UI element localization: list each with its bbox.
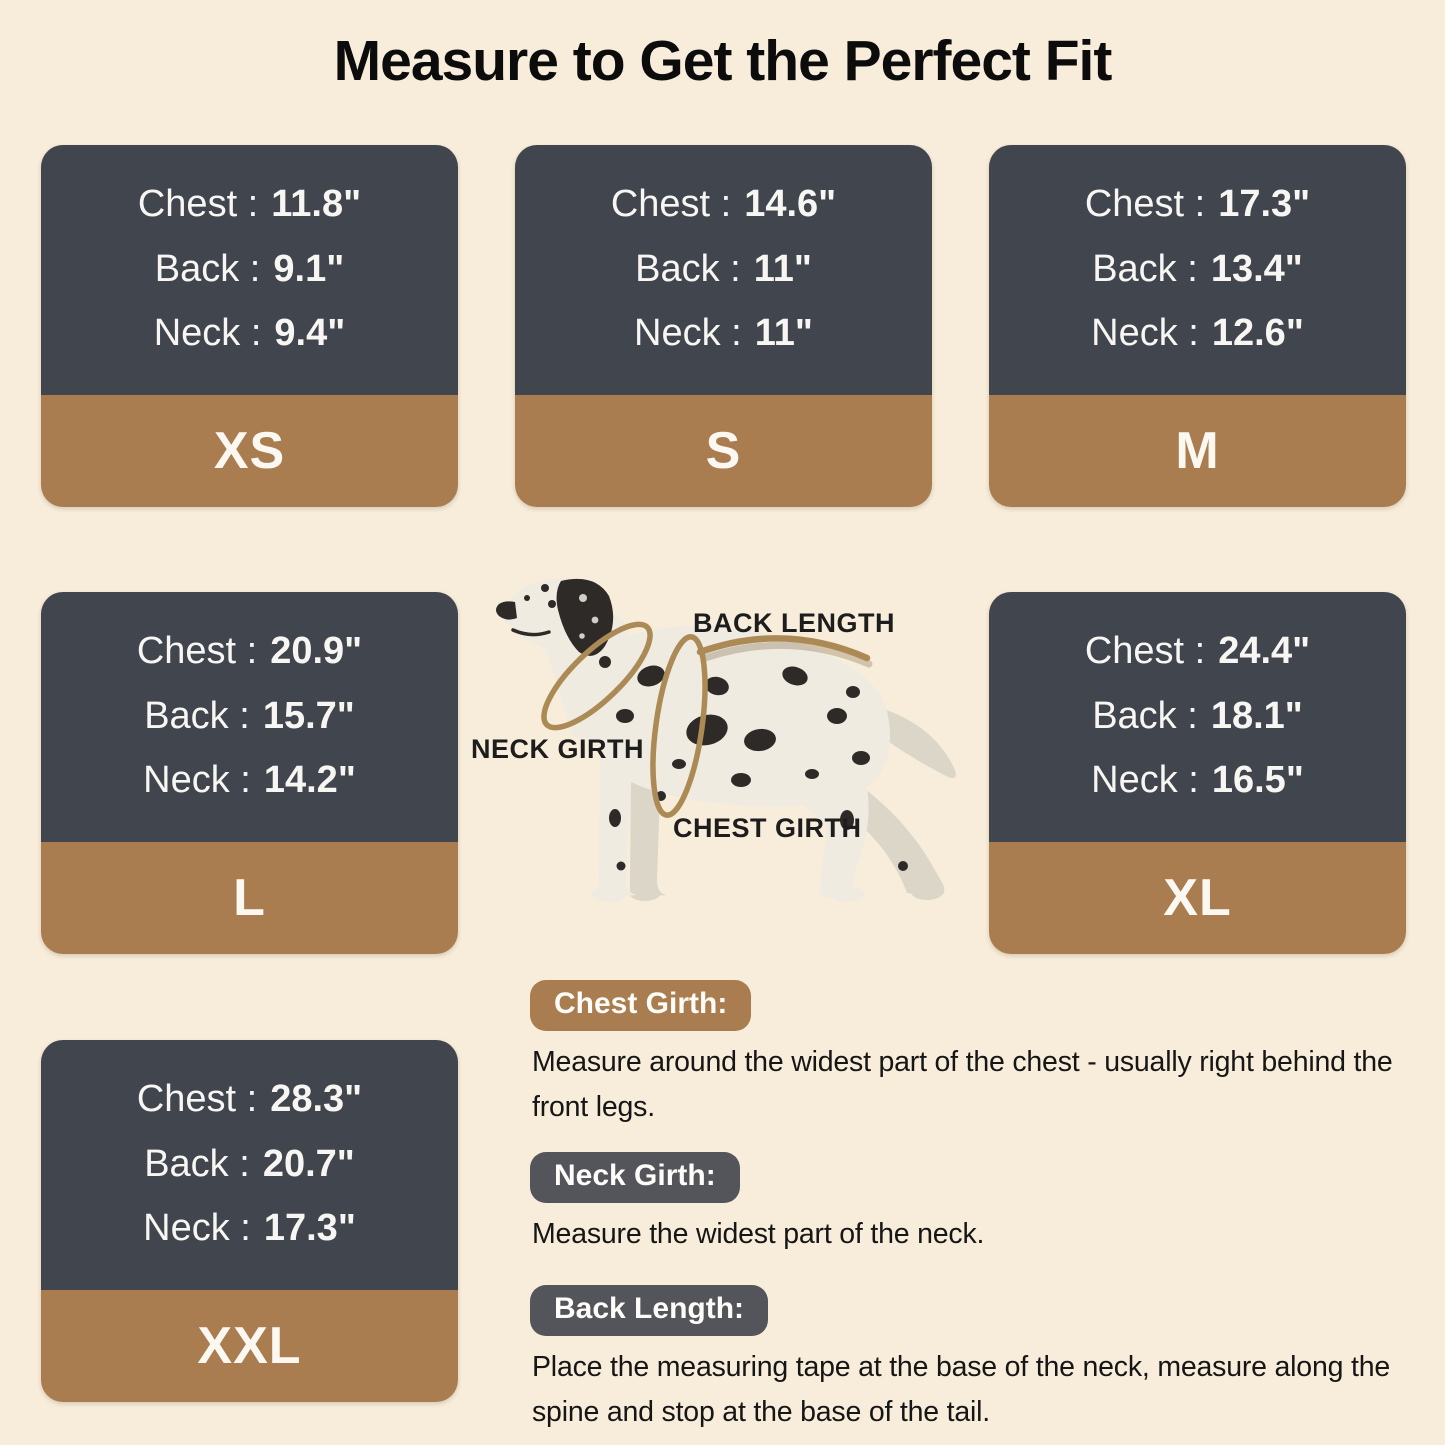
neck-measurement: Neck :14.2" — [143, 759, 356, 802]
size-card-measurements: Chest :14.6" Back :11" Neck :11" — [515, 145, 932, 395]
chest-girth-label: CHEST GIRTH — [673, 813, 862, 843]
neck-measurement: Neck :9.4" — [153, 312, 346, 355]
back-length-heading: Back Length: — [530, 1285, 769, 1336]
chest-measurement: Chest :24.4" — [1084, 629, 1311, 672]
chest-measurement: Chest :11.8" — [137, 182, 362, 225]
dog-tail — [869, 708, 956, 778]
chest-girth-description: Measure around the widest part of the ch… — [532, 1046, 1393, 1124]
neck-measurement: Neck :12.6" — [1091, 312, 1304, 355]
back-length-description: Place the measuring tape at the base of … — [532, 1351, 1390, 1429]
neck-girth-loop — [541, 621, 653, 731]
neck-girth-description: Measure the widest part of the neck. — [532, 1218, 985, 1250]
chest-measurement: Chest :28.3" — [136, 1077, 363, 1120]
dog-spots — [524, 584, 908, 871]
size-label: L — [41, 842, 458, 954]
dog-illustration — [496, 578, 956, 902]
size-card-xs: Chest :11.8" Back :9.1" Neck :9.4" XS — [41, 145, 458, 507]
size-card-measurements: Chest :24.4" Back :18.1" Neck :16.5" — [989, 592, 1406, 842]
back-measurement: Back :13.4" — [1092, 247, 1303, 290]
neck-measurement: Neck :16.5" — [1091, 759, 1304, 802]
back-measurement: Back :9.1" — [154, 247, 345, 290]
size-card-measurements: Chest :11.8" Back :9.1" Neck :9.4" — [41, 145, 458, 395]
size-label: XS — [41, 395, 458, 507]
size-label: M — [989, 395, 1406, 507]
size-card-measurements: Chest :20.9" Back :15.7" Neck :14.2" — [41, 592, 458, 842]
neck-measurement: Neck :11" — [634, 312, 813, 355]
dog-eye — [548, 600, 556, 608]
size-card-m: Chest :17.3" Back :13.4" Neck :12.6" M — [989, 145, 1406, 507]
chest-measurement: Chest :20.9" — [136, 629, 363, 672]
back-length-arc — [696, 635, 871, 662]
back-measurement: Back :20.7" — [144, 1142, 355, 1185]
chest-measurement: Chest :14.6" — [610, 182, 837, 225]
back-measurement: Back :18.1" — [1092, 694, 1303, 737]
size-card-s: Chest :14.6" Back :11" Neck :11" S — [515, 145, 932, 507]
neck-measurement: Neck :17.3" — [143, 1207, 356, 1250]
dog-ear — [556, 578, 614, 656]
dog-measurement-diagram: BACK LENGTH NECK GIRTH CHEST GIRTH — [455, 568, 985, 963]
back-measurement: Back :15.7" — [144, 694, 355, 737]
size-card-measurements: Chest :28.3" Back :20.7" Neck :17.3" — [41, 1040, 458, 1290]
size-card-measurements: Chest :17.3" Back :13.4" Neck :12.6" — [989, 145, 1406, 395]
page-title: Measure to Get the Perfect Fit — [333, 29, 1113, 93]
size-label: XXL — [41, 1290, 458, 1402]
size-card-xxl: Chest :28.3" Back :20.7" Neck :17.3" XXL — [41, 1040, 458, 1402]
size-label: S — [515, 395, 932, 507]
back-length-label: BACK LENGTH — [693, 608, 895, 638]
chest-girth-loop — [650, 634, 708, 818]
neck-girth-label: NECK GIRTH — [471, 734, 644, 764]
dog-nose — [496, 601, 517, 620]
size-label: XL — [989, 842, 1406, 954]
chest-girth-heading: Chest Girth: — [530, 980, 752, 1031]
size-card-xl: Chest :24.4" Back :18.1" Neck :16.5" XL — [989, 592, 1406, 954]
size-card-l: Chest :20.9" Back :15.7" Neck :14.2" L — [41, 592, 458, 954]
chest-measurement: Chest :17.3" — [1084, 182, 1311, 225]
neck-girth-heading: Neck Girth: — [530, 1152, 740, 1203]
back-measurement: Back :11" — [635, 247, 812, 290]
